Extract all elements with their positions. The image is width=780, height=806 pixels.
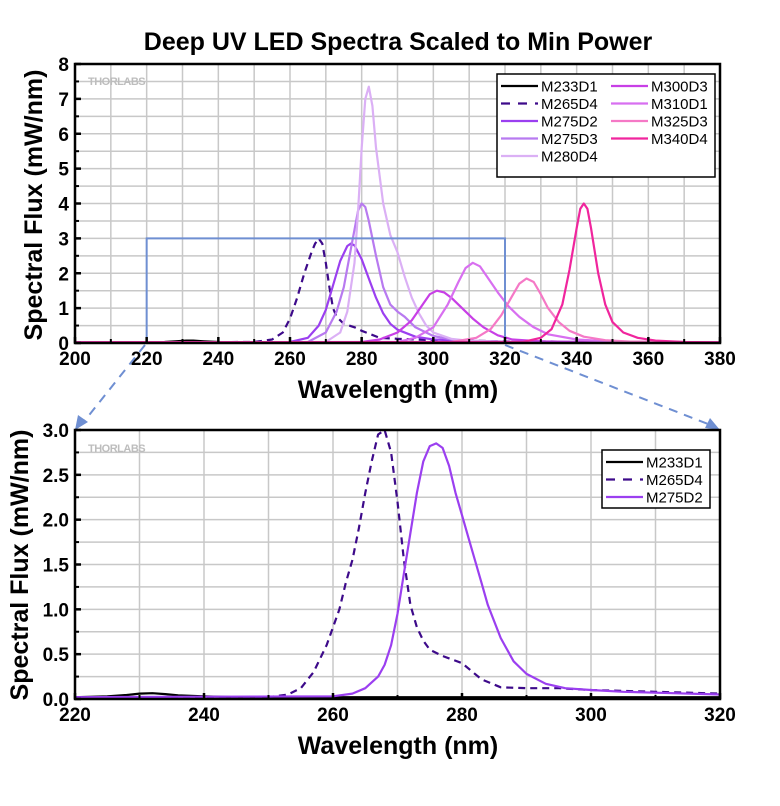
bottom-y-axis-label: Spectral Flux (mW/nm) [6,430,34,701]
y-tick-label: 0.5 [43,645,70,666]
y-tick-label: 6 [58,125,69,146]
y-tick-label: 0.0 [43,690,69,711]
y-tick-label: 7 [58,90,69,111]
top-watermark: THORLABS [88,76,145,88]
x-tick-label: 260 [317,705,349,726]
legend-label: M280D4 [541,149,598,166]
top-y-axis-label: Spectral Flux (mW/nm) [20,70,48,341]
x-tick-label: 240 [202,349,234,370]
spectra-figure: Deep UV LED Spectra Scaled to Min Power … [0,0,780,806]
y-tick-label: 5 [58,160,69,181]
x-tick-label: 320 [489,349,521,370]
x-tick-label: 220 [131,349,163,370]
x-tick-label: 280 [446,705,478,726]
bottom-watermark: THORLABS [88,443,145,455]
x-tick-label: 320 [704,705,736,726]
y-tick-label: 2.0 [43,511,69,532]
zoom-arrow-right [505,345,708,424]
legend-label: M275D2 [541,114,598,131]
x-tick-label: 300 [575,705,607,726]
top-x-axis-label: Wavelength (nm) [298,376,498,404]
x-tick-label: 280 [346,349,378,370]
y-tick-label: 4 [58,195,69,216]
legend-label: M233D1 [646,455,703,472]
legend-label: M300D3 [651,79,708,96]
y-tick-label: 1.0 [43,600,69,621]
y-tick-label: 1.5 [43,556,70,577]
top-legend: M233D1M265D4M275D2M275D3M280D4 M300D3M310… [497,74,715,177]
x-tick-label: 340 [561,349,593,370]
legend-label: M340D4 [651,131,708,148]
legend-label: M265D4 [541,96,598,113]
y-tick-label: 3.0 [43,421,69,442]
x-tick-label: 380 [704,349,736,370]
bottom-x-axis-label: Wavelength (nm) [298,732,498,760]
y-tick-label: 8 [58,55,69,76]
y-tick-label: 3 [58,229,69,250]
arrow-head-right-icon [705,418,720,430]
x-tick-label: 240 [188,705,220,726]
legend-label: M275D3 [541,131,598,148]
y-tick-label: 0 [58,334,69,355]
y-tick-label: 1 [58,299,69,320]
legend-label: M310D1 [651,96,708,113]
legend-label: M275D2 [646,490,703,507]
bottom-legend: M233D1M265D4M275D2 [602,450,710,508]
x-tick-label: 360 [632,349,664,370]
legend-label: M265D4 [646,472,703,489]
y-tick-label: 2.5 [43,466,70,487]
y-tick-label: 2 [58,264,69,285]
x-tick-label: 260 [274,349,306,370]
chart-title: Deep UV LED Spectra Scaled to Min Power [144,28,653,56]
legend-label: M233D1 [541,79,598,96]
legend-label: M325D3 [651,114,708,131]
x-tick-label: 300 [417,349,449,370]
arrow-head-left-icon [75,415,88,430]
